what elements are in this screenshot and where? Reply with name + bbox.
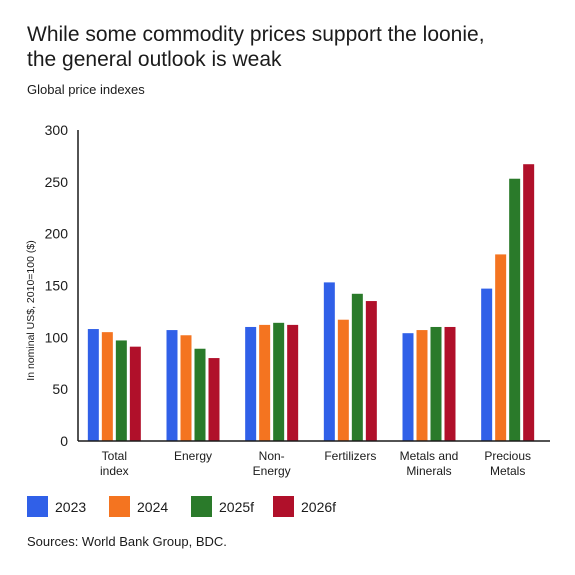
bar-2026f: [287, 324, 299, 441]
legend: 2023 2024 2025f 2026f: [27, 496, 355, 517]
x-tick-label-line: Precious: [484, 449, 531, 463]
x-tick-label-line: index: [100, 464, 129, 478]
x-tick-label-line: Metals: [490, 464, 525, 478]
x-tick-label: Precious Metals: [484, 449, 531, 478]
bar-2024: [416, 330, 428, 441]
x-tick-label-line: Minerals: [406, 464, 451, 478]
x-tick-label: Metals and Minerals: [400, 449, 459, 478]
legend-item-2024: 2024: [109, 496, 191, 517]
bar-2024: [495, 254, 507, 441]
legend-label-2025f: 2025f: [219, 498, 255, 515]
bar-2026f: [523, 164, 535, 441]
y-tick-label: 100: [45, 329, 69, 345]
bar-2025f: [273, 322, 285, 441]
y-tick-label: 50: [52, 381, 68, 397]
bar-2023: [87, 329, 99, 441]
x-tick-label-line: Non-: [259, 449, 285, 463]
legend-item-2026f: 2026f: [273, 496, 355, 517]
legend-swatch-2023: [27, 496, 48, 517]
bar-2025f: [115, 340, 127, 441]
bar-2023: [166, 330, 178, 441]
y-tick-label: 300: [45, 122, 69, 138]
y-tick-label: 250: [45, 174, 69, 190]
legend-label-2026f: 2026f: [301, 498, 337, 515]
bar-2024: [101, 332, 113, 441]
legend-label-2023: 2023: [55, 498, 87, 515]
bar-2026f: [444, 326, 456, 441]
chart-title: While some commodity prices support the …: [27, 22, 557, 72]
y-tick-label: 200: [45, 226, 69, 242]
legend-item-2025f: 2025f: [191, 496, 273, 517]
x-tick-label-line: Metals and: [400, 449, 459, 463]
chart-title-line-1: While some commodity prices support the …: [27, 23, 485, 46]
legend-item-2023: 2023: [27, 496, 109, 517]
x-tick-label: Fertilizers: [324, 449, 376, 463]
chart-subtitle: Global price indexes: [27, 82, 145, 97]
legend-swatch-2024: [109, 496, 130, 517]
y-tick-label: 0: [60, 433, 68, 449]
bar-2024: [259, 324, 271, 441]
bar-2023: [402, 333, 414, 441]
bar-2026f: [208, 358, 220, 441]
x-tick-label-line: Fertilizers: [324, 449, 376, 463]
source-note: Sources: World Bank Group, BDC.: [27, 534, 227, 549]
x-tick-label-line: Total: [102, 449, 127, 463]
bar-2024: [337, 319, 349, 441]
legend-swatch-2025f: [191, 496, 212, 517]
legend-label-2024: 2024: [137, 498, 169, 515]
bar-2023: [245, 326, 257, 441]
bar-2025f: [194, 348, 206, 441]
x-tick-label: Non-Energy: [253, 449, 291, 478]
y-axis-label: In nominal US$, 2010=100 ($): [25, 240, 37, 380]
x-tick-label-line: Energy: [253, 464, 291, 478]
legend-swatch-2026f: [273, 496, 294, 517]
bar-2025f: [430, 326, 442, 441]
bar-2026f: [365, 301, 377, 441]
bar-2024: [180, 335, 192, 441]
x-tick-label-line: Energy: [174, 449, 212, 463]
bar-2025f: [509, 178, 521, 441]
bar-2023: [323, 282, 335, 441]
bar-2025f: [351, 293, 363, 441]
bar-2023: [481, 288, 493, 441]
chart-title-line-2: the general outlook is weak: [27, 48, 282, 71]
x-tick-label: Total index: [100, 449, 129, 478]
bar-2026f: [129, 346, 141, 441]
x-tick-label: Energy: [174, 449, 212, 463]
y-tick-label: 150: [45, 278, 69, 294]
